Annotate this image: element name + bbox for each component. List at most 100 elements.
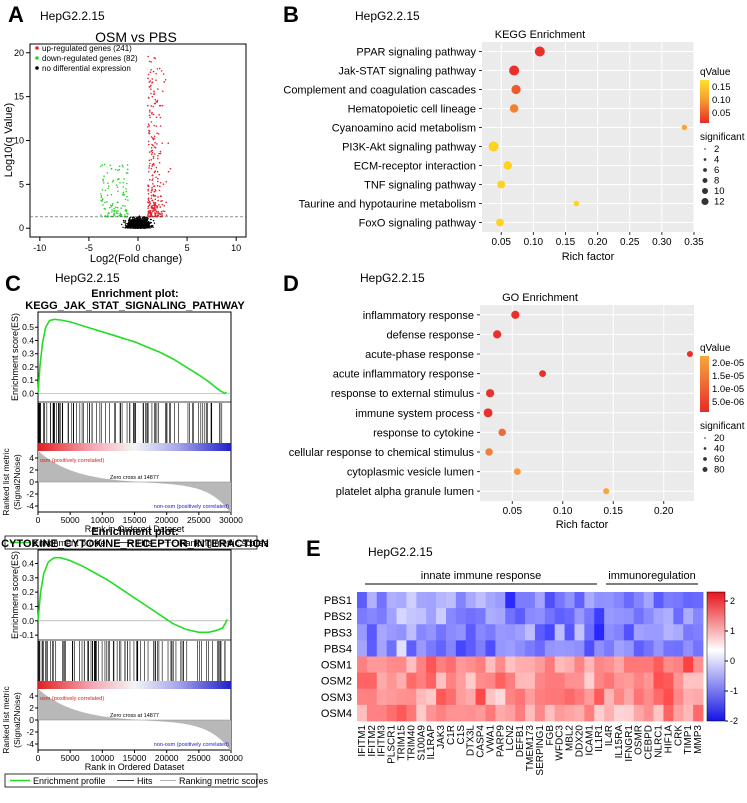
volcano-point-nodiff [150, 224, 153, 227]
heatmap-cell [366, 640, 378, 657]
heatmap-cell [525, 608, 536, 625]
category-label: platelet alpha granule lumen [336, 486, 474, 498]
volcano-point-up [158, 189, 161, 192]
volcano-point-up [151, 206, 153, 209]
heatmap-cell [416, 592, 427, 609]
heatmap-cell [357, 640, 368, 657]
kegg-xlabel: Rich factor [562, 251, 615, 263]
legend-color-tick: 5.0e-06 [712, 397, 744, 408]
heatmap-cell [633, 704, 645, 722]
heatmap-cell [386, 640, 397, 657]
volcano-point-nodiff [133, 218, 136, 220]
enrichment-dot [511, 310, 520, 319]
volcano-point-nodiff [133, 221, 135, 223]
heatmap-cell [614, 608, 625, 625]
gsea-ytick-label: 0.4 [22, 558, 34, 568]
heatmap-cell [683, 624, 694, 641]
heatmap-col-label: MBL2 [565, 725, 576, 752]
volcano-point-nodiff [150, 218, 152, 221]
gsea-rank-ytick-label: -4 [26, 501, 34, 511]
volcano-point-up [152, 201, 155, 204]
gsea-ytick-label: 0.0 [22, 616, 34, 626]
heatmap-cell [653, 624, 664, 641]
heatmap-cell [614, 672, 625, 690]
panel-c-cell-line: HepG2.2.15 [55, 271, 120, 285]
colorbar-tick-label: 2 [730, 596, 735, 606]
gsea-xtick-label: 30000 [219, 515, 243, 525]
volcano-point-down [112, 179, 115, 182]
heatmap-cell [564, 624, 575, 641]
colorbar-tick-label: 1 [730, 626, 735, 636]
volcano-point-up [147, 214, 149, 217]
volcano-point-nodiff [142, 223, 144, 226]
category-label: acute-phase response [365, 349, 474, 361]
heatmap-cell [515, 624, 526, 641]
gsea-rank-ytick-label: 4 [29, 691, 34, 701]
legend-color-tick: 0.10 [712, 95, 731, 106]
volcano-point-up [159, 150, 162, 153]
heatmap-cell [505, 592, 516, 609]
heatmap-cell [396, 688, 407, 706]
heatmap-cell [436, 608, 447, 625]
heatmap-cell [495, 592, 506, 609]
category-label: response to external stimulus [331, 388, 475, 400]
legend-size-label: 10 [714, 186, 725, 197]
volcano-point-nodiff [137, 221, 140, 224]
heatmap-cell [525, 624, 536, 641]
heatmap-cell [406, 704, 417, 722]
volcano-ytick-label: 5 [19, 179, 24, 189]
volcano-xlabel: Log2(Fold change) [90, 253, 182, 265]
enrichment-dot [603, 488, 610, 495]
volcano-point-down [103, 175, 105, 177]
volcano-point-nodiff [139, 226, 142, 228]
heatmap-cell [475, 640, 486, 657]
heatmap-cell [455, 656, 467, 674]
heatmap-cell [455, 608, 467, 625]
heatmap-cell [673, 608, 684, 625]
heatmap-col-label: TRIM40 [406, 725, 417, 761]
volcano-point-up [163, 205, 166, 207]
heatmap-col-label: DEFB1 [515, 725, 526, 758]
volcano-point-up [150, 121, 153, 123]
gsea-rank-ytick-label: 0 [29, 715, 34, 725]
volcano-point-nodiff [128, 221, 130, 223]
heatmap-cell [525, 672, 536, 690]
heatmap-cell [485, 704, 496, 722]
volcano-point-nodiff [147, 225, 150, 228]
heatmap-col-label: PLSCR1 [387, 725, 398, 764]
heatmap-cell [357, 624, 368, 641]
volcano-xtick-label: 10 [231, 243, 241, 253]
heatmap-cell [673, 640, 684, 657]
volcano-point-up [148, 200, 151, 203]
volcano-point-up [160, 210, 163, 213]
heatmap-cell [554, 704, 565, 722]
heatmap-cell [396, 704, 407, 722]
volcano-point-up [153, 190, 156, 193]
panel-d: D HepG2.2.15 GO Enrichment 0.05 0.10 0.15 0… [283, 271, 745, 531]
volcano-point-up [155, 116, 158, 119]
heatmap-cell [693, 656, 704, 674]
heatmap-cell [475, 704, 486, 722]
heatmap-cell [663, 592, 674, 609]
volcano-point-down [117, 190, 119, 192]
heatmap-cell [633, 688, 645, 706]
volcano-point-down [123, 178, 125, 180]
volcano-point-nodiff [130, 219, 133, 222]
gsea-pos-label: osm (positively correlated) [40, 458, 104, 464]
volcano-point-up [150, 105, 153, 107]
heatmap-cell [465, 672, 477, 690]
heatmap-cell [376, 688, 388, 706]
volcano-point-up [155, 210, 157, 212]
gsea-neg-label: non-osm (positively correlated) [154, 504, 229, 510]
volcano-point-up [147, 77, 149, 80]
heatmap-col-label: VWA1 [485, 725, 496, 753]
volcano-point-nodiff [145, 223, 148, 225]
volcano-point-up [151, 179, 153, 181]
heatmap-cell [534, 624, 546, 641]
heatmap-cell [376, 624, 388, 641]
heatmap-cell [594, 656, 605, 674]
volcano-point-up [149, 202, 151, 205]
heatmap-cell [633, 592, 645, 609]
heatmap-cell [505, 704, 516, 722]
volcano-point-up [148, 178, 151, 181]
